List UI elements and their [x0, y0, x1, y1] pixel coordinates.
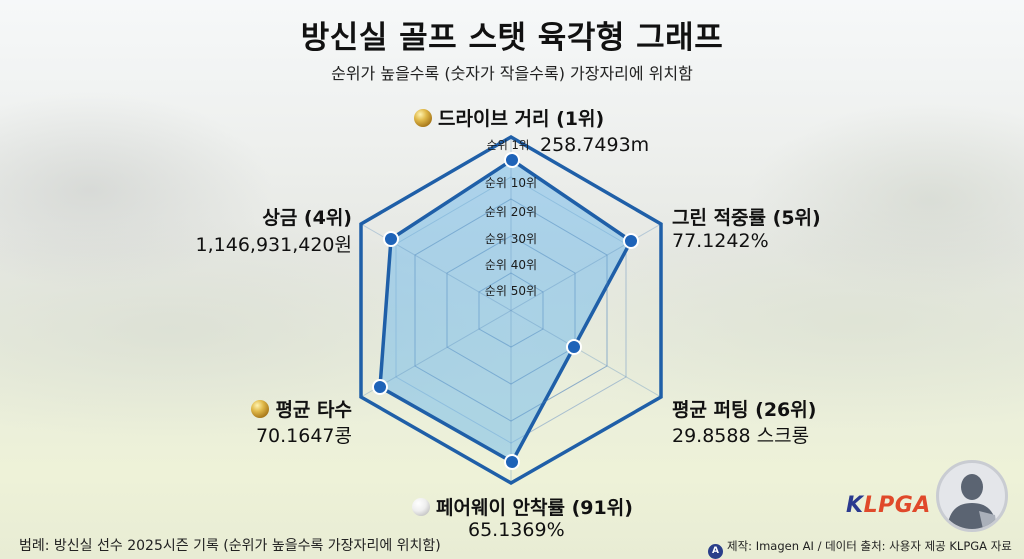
- ring-label-30: 순위 30위: [484, 232, 538, 246]
- axis-value-avg-putting: 29.8588 스크롱: [672, 425, 810, 447]
- avatar: [936, 460, 1008, 532]
- person-silhouette-icon: [947, 474, 997, 529]
- axis-value-green-accuracy: 77.1242%: [672, 230, 769, 252]
- axis-label-fairway-accuracy: 페어웨이 안착률 (91위): [412, 493, 633, 520]
- grid-overlay: [360, 137, 662, 483]
- white-golf-ball-icon: [412, 498, 430, 516]
- point-avg-score: [372, 379, 388, 395]
- chart-title: 방신실 골프 스탯 육각형 그래프: [300, 20, 724, 56]
- ring-label-10: 순위 10위: [484, 176, 538, 190]
- axis-label-drive-distance: 드라이브 거리 (1위): [414, 104, 604, 131]
- ring-label-1: 순위 1위: [486, 138, 530, 152]
- axis-value-fairway-accuracy: 65.1369%: [468, 519, 565, 541]
- point-fairway-accuracy: [504, 454, 520, 470]
- data-points: [372, 152, 639, 470]
- ring-label-40: 순위 40위: [484, 258, 538, 272]
- point-drive-distance: [504, 152, 520, 168]
- axis-label-avg-score: 평균 타수: [251, 395, 352, 422]
- imagen-ai-icon: A: [708, 544, 723, 559]
- axis-value-drive-distance: 258.7493m: [540, 134, 650, 156]
- gold-golf-ball-icon: [251, 400, 270, 418]
- axis-label-green-accuracy: 그린 적중률 (5위): [672, 207, 821, 229]
- ring-label-20: 순위 20위: [484, 205, 538, 219]
- point-prize-money: [383, 231, 399, 247]
- point-avg-putting: [566, 339, 582, 355]
- chart-subtitle: 순위가 높을수록 (숫자가 작을수록) 가장자리에 위치함: [331, 64, 693, 83]
- ring-label-50: 순위 50위: [484, 284, 538, 298]
- axis-value-avg-score: 70.1647콩: [255, 425, 352, 447]
- gold-golf-ball-icon: [414, 109, 432, 127]
- outer-hexagon: [359, 134, 663, 486]
- axis-value-prize-money: 1,146,931,420원: [195, 234, 352, 256]
- point-green-accuracy: [623, 233, 639, 249]
- axis-label-prize-money: 상금 (4위): [262, 207, 352, 229]
- legend-text: 범례: 방신실 선수 2025시즌 기록 (순위가 높을수록 가장자리에 위치함…: [19, 538, 441, 554]
- axis-label-avg-putting: 평균 퍼팅 (26위): [672, 399, 817, 421]
- credit-text: A 제작: Imagen AI / 데이터 출처: 사용자 제공 KLPGA 자료: [708, 538, 1012, 559]
- klpga-logo: KLPGA: [846, 493, 931, 518]
